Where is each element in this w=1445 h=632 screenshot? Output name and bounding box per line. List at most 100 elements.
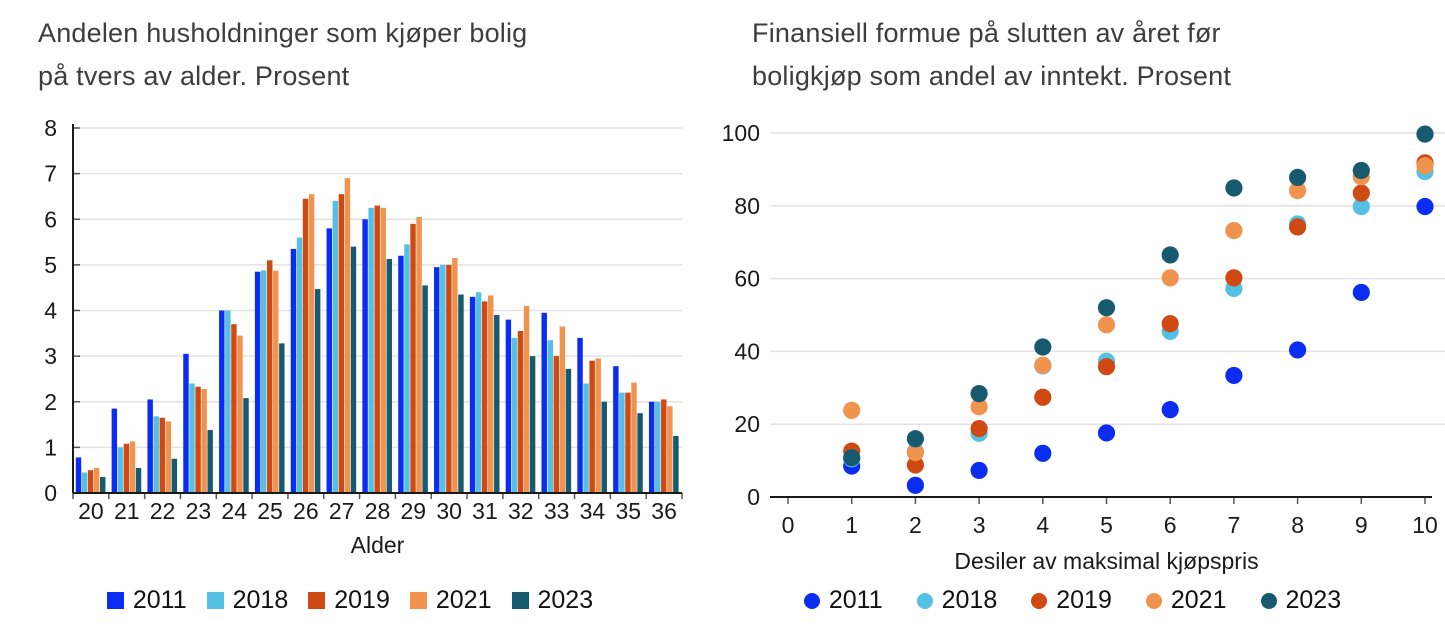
bar-2019-age-27 xyxy=(338,194,345,493)
point-2023-decile-8 xyxy=(1289,168,1307,187)
bar-2021-age-20 xyxy=(93,467,100,493)
legend-item-2019: 2019 xyxy=(1031,586,1112,615)
point-2019-decile-5 xyxy=(1097,358,1116,376)
bar-2023-age-30 xyxy=(458,294,464,493)
scatter-chart-panel: Finansiell formue på slutten av året før… xyxy=(700,0,1445,632)
point-2023-decile-1 xyxy=(843,449,861,467)
bar-2019-age-30 xyxy=(446,264,452,493)
bar-2019-age-20 xyxy=(87,470,94,493)
legend-dot-2023-icon xyxy=(1260,592,1277,609)
scatter-chart-title-line2: boligkjøp som andel av inntekt. Prosent xyxy=(752,61,1232,91)
bar-2011-age-31 xyxy=(469,296,476,493)
bar-2018-age-34 xyxy=(583,383,589,493)
bar-2021-age-21 xyxy=(129,441,136,493)
bar-2011-age-30 xyxy=(434,267,440,493)
bar-2021-age-31 xyxy=(487,295,494,493)
bar-2021-age-26 xyxy=(308,194,315,493)
bar-2023-age-21 xyxy=(135,467,142,493)
point-2019-decile-2 xyxy=(906,456,924,474)
x-tick-label: 1 xyxy=(845,512,858,538)
x-tick-label: 29 xyxy=(401,498,427,524)
bar-2021-age-28 xyxy=(380,207,386,493)
x-tick-label: 28 xyxy=(365,498,391,524)
x-tick-label: 36 xyxy=(651,498,677,524)
legend-dot-2018-icon xyxy=(916,592,933,609)
point-2019-decile-6 xyxy=(1161,315,1179,333)
legend-item-2021: 2021 xyxy=(409,586,492,615)
legend-square-2018-icon xyxy=(206,592,224,609)
x-tick-label: 24 xyxy=(221,498,247,524)
y-tick-label: 20 xyxy=(734,411,760,437)
bar-2019-age-36 xyxy=(661,399,667,493)
x-tick-label: 20 xyxy=(78,498,104,524)
bar-2021-age-23 xyxy=(201,388,207,493)
bar-2023-age-33 xyxy=(565,368,572,493)
scatter-chart-legend: 2011 2018 2019 2021 2023 xyxy=(700,586,1445,615)
y-tick-label: 3 xyxy=(44,343,57,369)
bar-chart-title: Andelen husholdninger som kjøper bolig p… xyxy=(38,12,527,98)
bar-2011-age-36 xyxy=(648,401,655,493)
bar-2019-age-25 xyxy=(267,260,273,493)
legend-label: 2021 xyxy=(1170,586,1227,614)
bar-2023-age-34 xyxy=(601,401,607,493)
legend-item-2023: 2023 xyxy=(1260,586,1342,615)
point-2011-decile-8 xyxy=(1289,341,1307,359)
bar-2019-age-31 xyxy=(481,301,488,493)
bar-2018-age-31 xyxy=(475,292,482,493)
scatter-chart-canvas: 0 20 40 60 80 100 0 1 2 3 4 5 6 7 8 9 10 Desiler av maksi… xyxy=(722,120,1445,574)
bar-2019-age-26 xyxy=(302,198,309,493)
bar-2018-age-22 xyxy=(153,416,159,493)
bar-2023-age-22 xyxy=(171,458,178,493)
bar-2023-age-27 xyxy=(350,246,357,493)
bar-2011-age-33 xyxy=(541,312,547,493)
bar-2023-age-25 xyxy=(279,343,285,493)
legend-label: 2023 xyxy=(1285,586,1342,614)
legend-dot-2021-icon xyxy=(1145,592,1162,609)
x-tick-label: 21 xyxy=(114,498,140,524)
bar-2023-age-36 xyxy=(673,435,679,493)
bar-chart-title-line1: Andelen husholdninger som kjøper bolig xyxy=(38,18,528,48)
bar-2011-age-29 xyxy=(398,255,404,493)
point-2019-decile-7 xyxy=(1225,269,1243,287)
bar-2019-age-34 xyxy=(589,360,595,493)
x-tick-label: 30 xyxy=(436,498,462,524)
x-tick-label: 26 xyxy=(293,498,319,524)
legend-label: 2011 xyxy=(132,586,187,614)
bar-2018-age-30 xyxy=(440,264,446,493)
bar-2023-age-23 xyxy=(207,430,213,493)
bar-2011-age-28 xyxy=(362,219,368,493)
bar-2019-age-23 xyxy=(195,386,201,493)
bar-2023-age-24 xyxy=(243,398,249,493)
bar-2011-age-32 xyxy=(505,319,512,493)
legend-item-2011: 2011 xyxy=(803,586,883,615)
legend-item-2018: 2018 xyxy=(206,586,288,615)
bar-2021-age-25 xyxy=(273,270,279,493)
legend-item-2021: 2021 xyxy=(1145,586,1227,615)
bar-2018-age-27 xyxy=(332,201,339,493)
x-tick-label: 31 xyxy=(472,498,498,524)
point-2023-decile-4 xyxy=(1034,338,1052,356)
y-tick-label: 1 xyxy=(44,434,57,460)
bar-2019-age-32 xyxy=(517,331,524,493)
bar-2011-age-24 xyxy=(219,310,225,493)
point-2021-decile-5 xyxy=(1097,316,1116,334)
x-tick-label: 25 xyxy=(257,498,283,524)
x-tick-label: 10 xyxy=(1412,512,1438,538)
point-2021-decile-8 xyxy=(1289,181,1307,200)
point-2023-decile-2 xyxy=(906,430,924,448)
bar-2021-age-33 xyxy=(559,326,566,493)
x-tick-label: 2 xyxy=(909,512,922,538)
point-2011-decile-4 xyxy=(1034,444,1052,462)
point-2021-decile-1 xyxy=(843,401,861,419)
point-2021-decile-10 xyxy=(1416,157,1434,175)
point-2021-decile-4 xyxy=(1034,356,1052,374)
y-tick-label: 0 xyxy=(44,480,57,506)
bar-2011-age-27 xyxy=(326,228,333,493)
bar-2018-age-23 xyxy=(189,383,195,493)
x-tick-label: 0 xyxy=(782,512,795,538)
y-tick-label: 7 xyxy=(44,161,57,187)
bar-2021-age-34 xyxy=(595,358,601,493)
x-axis-title: Desiler av maksimal kjøpspris xyxy=(954,548,1258,574)
bar-chart-panel: Andelen husholdninger som kjøper bolig p… xyxy=(0,0,700,632)
y-tick-label: 6 xyxy=(44,206,57,232)
